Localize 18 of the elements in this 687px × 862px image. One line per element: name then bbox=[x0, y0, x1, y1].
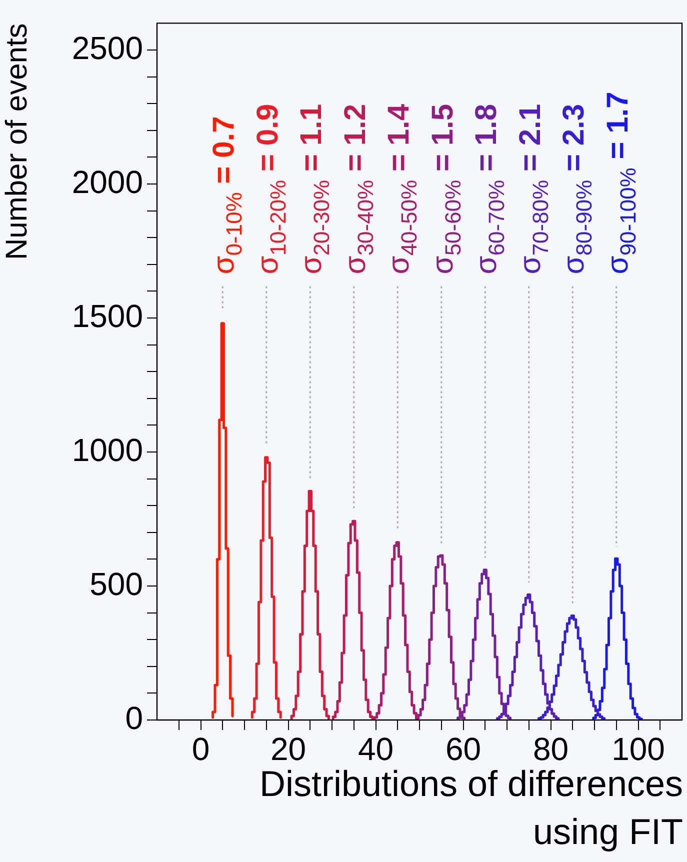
y-tick-label: 2500 bbox=[72, 30, 143, 66]
x-tick-label: 0 bbox=[192, 731, 210, 768]
annotation: σ10-20% = 0.9 bbox=[251, 104, 290, 274]
annotation: σ30-40% = 1.2 bbox=[338, 104, 378, 274]
y-axis-title: Number of events bbox=[0, 23, 34, 260]
annotation: σ70-80% = 2.1 bbox=[514, 104, 553, 274]
y-tick-label: 1500 bbox=[72, 298, 143, 334]
annotation: σ90-100% = 1.7 bbox=[601, 92, 640, 274]
annotation: σ60-70% = 1.8 bbox=[470, 104, 510, 274]
annotation: σ0-10% = 0.7 bbox=[208, 116, 247, 274]
y-tick-label: 500 bbox=[90, 566, 143, 602]
annotation: σ50-60% = 1.5 bbox=[426, 104, 466, 274]
y-tick-label: 2000 bbox=[72, 164, 143, 200]
annotation: σ40-50% = 1.4 bbox=[382, 104, 422, 274]
annotation: σ20-30% = 1.1 bbox=[295, 104, 334, 274]
y-tick-label: 0 bbox=[125, 700, 143, 736]
y-tick-label: 1000 bbox=[72, 432, 143, 468]
annotation: σ80-90% = 2.3 bbox=[558, 104, 597, 274]
